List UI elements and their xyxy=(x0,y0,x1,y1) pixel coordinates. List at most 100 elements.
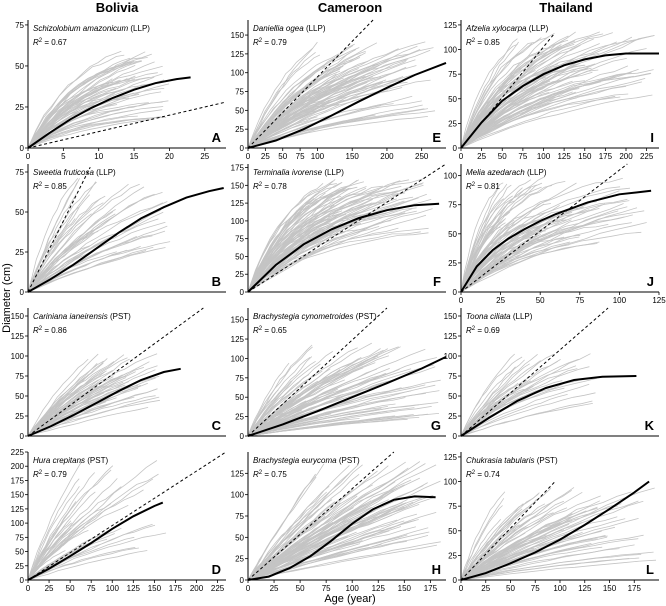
y-tick-label: 225 xyxy=(11,448,25,457)
r-squared-symbol: R xyxy=(33,326,39,335)
x-tick-label: 125 xyxy=(652,296,666,305)
x-tick-label: 150 xyxy=(578,152,592,161)
individual-curve xyxy=(247,189,380,293)
y-tick-label: 100 xyxy=(444,352,458,361)
individual-curve xyxy=(247,372,387,437)
r-squared-label: R2 = 0.85 xyxy=(466,38,500,47)
r-squared-exponent: 2 xyxy=(259,326,263,332)
individual-curve xyxy=(460,207,638,293)
r-squared-symbol: R xyxy=(33,182,39,191)
individual-curve xyxy=(27,550,66,581)
y-tick-label: 75 xyxy=(235,374,244,383)
y-tick-label: 50 xyxy=(448,95,457,104)
y-tick-label: 200 xyxy=(11,462,25,471)
individual-curve xyxy=(247,98,329,149)
individual-curve xyxy=(247,212,328,293)
individual-curve xyxy=(247,499,333,581)
individual-curve xyxy=(27,209,162,293)
x-tick-label: 125 xyxy=(372,584,386,593)
individual-curve xyxy=(247,476,317,581)
individual-curve xyxy=(460,493,539,581)
individual-curve xyxy=(247,100,422,149)
individual-curves xyxy=(247,461,441,581)
y-tick-label: 50 xyxy=(15,62,24,71)
y-tick-label: 0 xyxy=(240,576,245,585)
individual-curve xyxy=(460,366,516,437)
individual-curve xyxy=(460,94,653,149)
fitted-curve xyxy=(247,355,447,437)
individual-curve xyxy=(247,222,331,293)
x-tick-label: 10 xyxy=(94,152,103,161)
r-squared-equals: = xyxy=(42,38,51,47)
individual-curve xyxy=(27,109,163,149)
r-squared-label: R2 = 0.86 xyxy=(33,326,67,335)
individual-curve xyxy=(247,381,388,437)
individual-curve xyxy=(460,385,534,437)
individual-curve xyxy=(27,489,144,581)
y-tick-label: 125 xyxy=(444,332,458,341)
r-squared-value: 0.85 xyxy=(484,38,500,47)
x-tick-label: 0 xyxy=(26,152,31,161)
individual-curve xyxy=(460,208,600,293)
y-tick-label: 50 xyxy=(15,392,24,401)
x-tick-label: 225 xyxy=(211,584,225,593)
species-group: (PST) xyxy=(356,312,377,321)
r-squared-equals: = xyxy=(475,182,484,191)
y-tick-label: 75 xyxy=(15,21,24,30)
individual-curve xyxy=(247,180,334,293)
y-tick-label: 50 xyxy=(235,393,244,402)
individual-curve xyxy=(460,535,606,581)
individual-curve xyxy=(27,235,118,293)
r-squared-symbol: R xyxy=(253,470,259,479)
y-tick-label: 75 xyxy=(448,70,457,79)
r-squared-value: 0.69 xyxy=(484,326,500,335)
r-squared-symbol: R xyxy=(466,182,472,191)
individual-curve xyxy=(247,220,392,293)
individual-curve xyxy=(460,359,525,437)
species-name: Melia azedarach xyxy=(466,168,525,177)
individual-curve xyxy=(27,85,104,149)
r-squared-equals: = xyxy=(475,326,484,335)
r-squared-exponent: 2 xyxy=(39,470,43,476)
r-squared-symbol: R xyxy=(466,38,472,47)
individual-curve xyxy=(247,114,376,149)
r-squared-equals: = xyxy=(262,38,271,47)
individual-curve xyxy=(460,227,508,293)
x-tick-label: 125 xyxy=(127,584,141,593)
reference-line xyxy=(27,101,227,149)
individual-curve xyxy=(460,44,562,149)
species-name: Brachystegia eurycoma xyxy=(253,456,337,465)
individual-curve xyxy=(460,81,642,149)
individual-curve xyxy=(27,182,78,293)
x-tick-label: 100 xyxy=(346,584,360,593)
species-group: (LLP) xyxy=(306,24,326,33)
x-tick-label: 150 xyxy=(148,584,162,593)
individual-curve xyxy=(27,213,92,293)
panel-g: 0 25 50 75 100 125 150 Brachystegia cynometroid… xyxy=(231,307,447,441)
y-tick-label: 150 xyxy=(231,181,245,190)
individual-curve xyxy=(460,65,629,149)
individual-curves xyxy=(460,31,655,149)
individual-curve xyxy=(460,187,523,293)
individual-curve xyxy=(27,377,86,437)
x-tick-label: 100 xyxy=(613,296,627,305)
y-tick-label: 100 xyxy=(231,491,245,500)
y-tick-label: 0 xyxy=(20,288,25,297)
individual-curve xyxy=(460,47,552,149)
species-group: (PST) xyxy=(339,456,360,465)
panel-letter: C xyxy=(212,418,222,433)
individual-curve xyxy=(27,460,158,581)
x-tick-label: 0 xyxy=(459,584,464,593)
individual-curve xyxy=(460,361,558,437)
individual-curve xyxy=(460,179,532,293)
y-tick-label: 75 xyxy=(15,168,24,177)
individual-curve xyxy=(247,74,414,149)
individual-curve xyxy=(247,79,387,149)
r-squared-exponent: 2 xyxy=(472,182,476,188)
x-tick-label: 0 xyxy=(246,152,251,161)
x-tick-label: 75 xyxy=(531,584,540,593)
panel-f: 0 25 50 75 100 125 150 175 Terminalia ivorense (… xyxy=(231,164,447,297)
x-tick-label: 50 xyxy=(498,152,507,161)
r-squared-label: R2 = 0.75 xyxy=(253,470,287,479)
y-tick-label: 0 xyxy=(240,144,245,153)
